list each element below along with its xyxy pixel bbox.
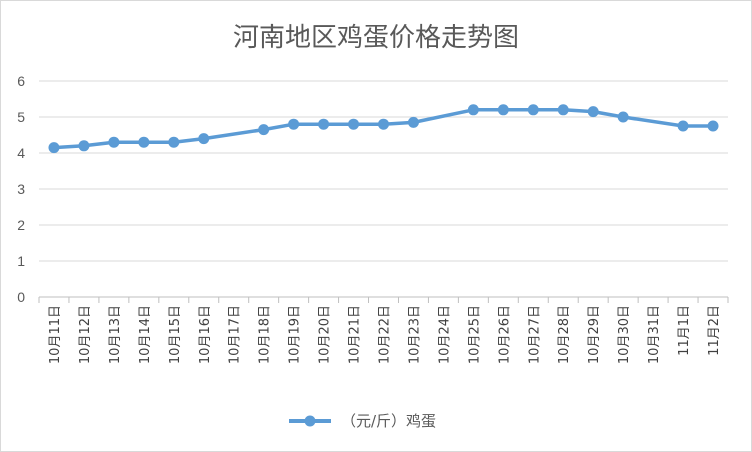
x-tick-label: 10月28日: [557, 305, 572, 364]
x-tick-label: 10月25日: [467, 305, 482, 364]
y-tick-label: 1: [17, 253, 25, 269]
x-tick-label: 10月23日: [407, 305, 422, 364]
x-tick-label: 11月1日: [677, 305, 692, 356]
y-tick-label: 6: [17, 73, 25, 89]
data-point: [587, 106, 599, 118]
x-tick-label: 10月31日: [647, 305, 662, 364]
x-tick-label: 10月24日: [437, 305, 452, 364]
x-tick-label: 10月11日: [48, 305, 63, 364]
x-tick-label: 10月16日: [198, 305, 213, 364]
data-point: [557, 104, 569, 116]
x-tick-label: 10月13日: [108, 305, 123, 364]
x-tick-label: 10月15日: [168, 305, 183, 364]
y-axis-ticks: 0 1 2 3 4 5 6: [17, 73, 25, 305]
data-point: [407, 116, 419, 128]
data-point: [467, 104, 479, 116]
y-tick-label: 0: [17, 289, 25, 305]
data-point: [707, 120, 719, 132]
x-tick-label: 10月29日: [587, 305, 602, 364]
data-point: [108, 136, 120, 148]
x-tick-label: 10月27日: [527, 305, 542, 364]
data-point: [677, 120, 689, 132]
x-tick-label: 10月18日: [258, 305, 273, 364]
x-tick-label: 10月17日: [228, 305, 243, 364]
data-point: [378, 118, 389, 130]
data-point: [288, 118, 300, 130]
data-point: [168, 136, 180, 148]
legend-marker-icon: [304, 415, 316, 427]
data-point: [258, 124, 270, 136]
x-tick-label: 10月12日: [78, 305, 93, 364]
data-point: [78, 140, 90, 152]
legend-label: （元/斤）鸡蛋: [341, 412, 436, 430]
data-point: [318, 118, 330, 130]
series-layer: [48, 104, 719, 154]
data-point: [348, 118, 360, 130]
data-point: [198, 133, 210, 145]
x-tick-label: 10月30日: [617, 305, 632, 364]
x-axis: 10月11日 10月12日 10月13日 10月14日 10月15日 10月16日 10月1…: [38, 296, 729, 364]
x-tick-label: 10月14日: [138, 305, 153, 364]
y-tick-label: 4: [17, 145, 25, 161]
x-tick-label: 10月26日: [497, 305, 512, 364]
data-point: [138, 136, 150, 148]
chart-title: 河南地区鸡蛋价格走势图: [232, 23, 519, 53]
gridlines: [39, 80, 728, 262]
x-tick-label: 10月22日: [378, 305, 393, 364]
x-tick-label: 10月20日: [318, 305, 333, 364]
y-tick-label: 5: [17, 109, 25, 125]
data-point: [617, 111, 629, 123]
data-point: [497, 104, 509, 116]
x-tick-label: 10月19日: [288, 305, 303, 364]
x-tick-label: 10月21日: [348, 305, 363, 364]
legend: （元/斤）鸡蛋: [289, 412, 436, 430]
data-point: [527, 104, 539, 116]
y-tick-label: 2: [17, 217, 25, 233]
x-tick-label: 11月2日: [707, 305, 722, 356]
y-tick-label: 3: [17, 181, 25, 197]
data-point: [48, 142, 60, 154]
